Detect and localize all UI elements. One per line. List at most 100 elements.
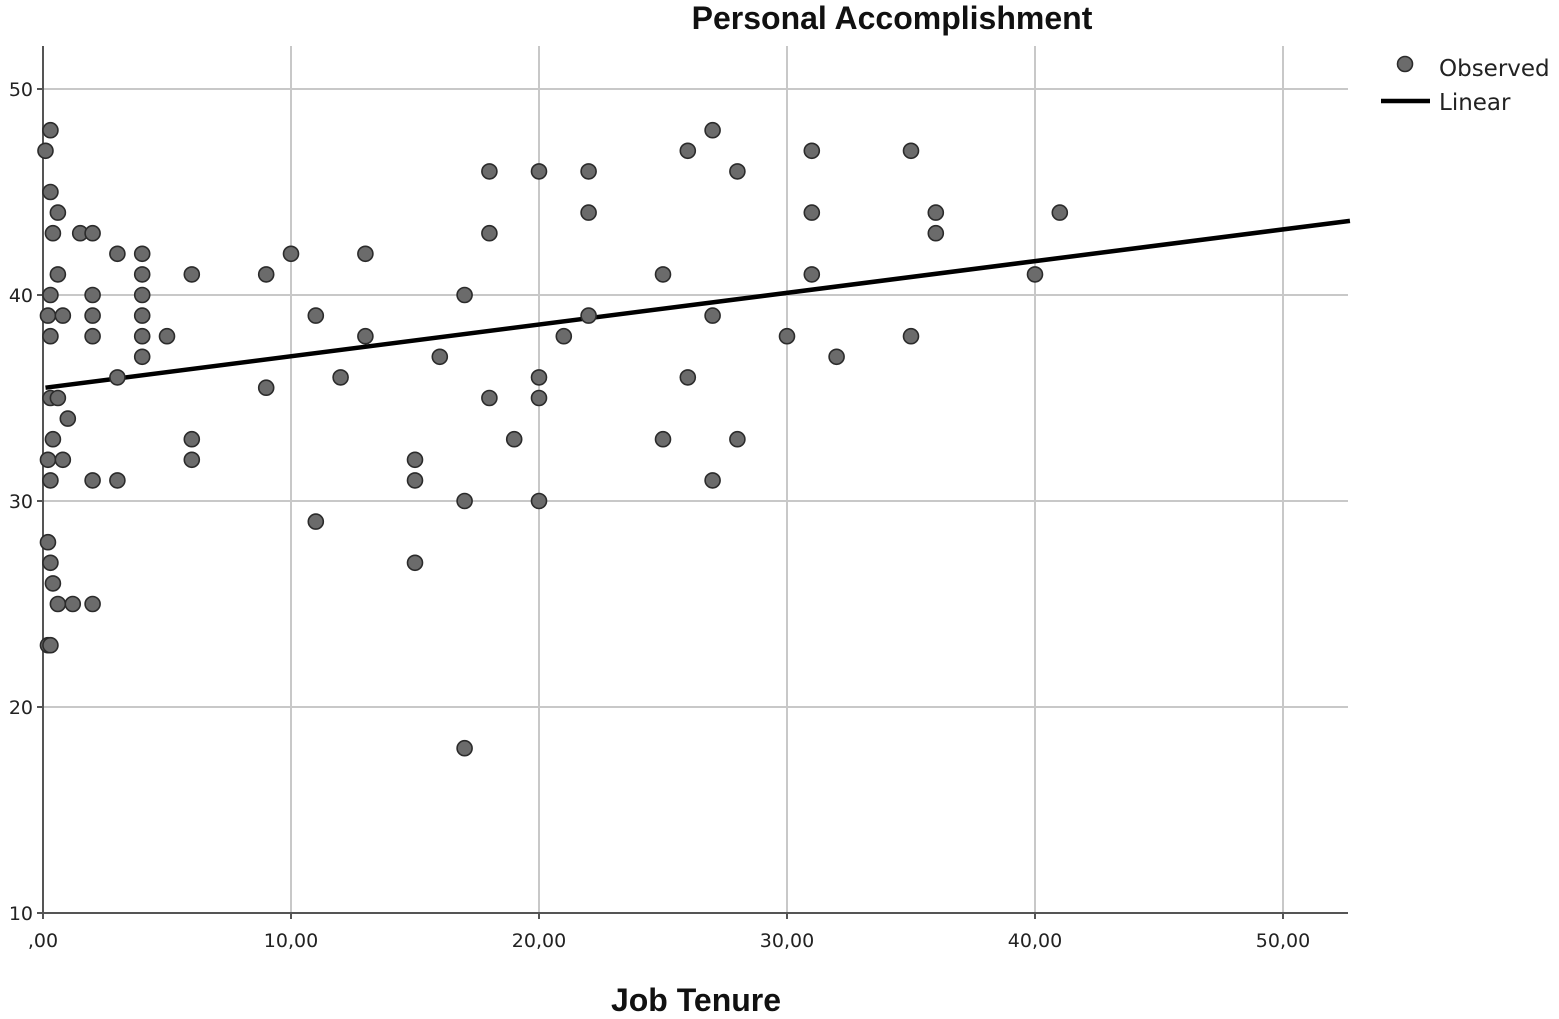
scatter-point [704, 472, 721, 489]
scatter-point [406, 451, 424, 469]
scatter-point [109, 245, 126, 263]
scatter-point [37, 142, 54, 160]
y-tick-label: 10 [9, 903, 33, 925]
scatter-point [456, 492, 473, 510]
scatter-point [183, 451, 201, 469]
scatter-point [49, 595, 67, 613]
legend: Observed Linear [1381, 55, 1550, 116]
scatter-point [729, 163, 746, 180]
scatter-point [729, 430, 746, 448]
scatter-point [133, 245, 151, 263]
scatter-point [109, 472, 126, 489]
scatter-point [42, 121, 59, 139]
scatter-point [39, 533, 57, 551]
scatter-point [133, 266, 151, 283]
scatter-point [183, 430, 201, 448]
scatter-point [257, 379, 275, 397]
scatter-point [42, 636, 59, 654]
scatter-point [49, 204, 67, 221]
scatter-point [64, 595, 82, 613]
y-tick-label: 20 [9, 697, 33, 719]
scatter-point [580, 163, 597, 180]
scatter-point [357, 327, 374, 345]
scatter-point [679, 369, 697, 386]
scatter-point [654, 430, 672, 448]
x-tick-label: 50,00 [1256, 930, 1310, 952]
scatter-point [654, 266, 672, 283]
scatter-point [431, 348, 449, 366]
scatter-point [59, 410, 77, 427]
scatter-point [84, 595, 101, 613]
scatter-point [133, 327, 151, 345]
scatter-point [307, 307, 325, 324]
scatter-point [49, 266, 67, 283]
scatter-point [530, 369, 548, 386]
points-layer [37, 121, 1069, 757]
scatter-point [481, 163, 498, 180]
scatter-point [44, 575, 62, 592]
tick-labels-layer: ,00 10,00 20,00 30,00 40,00 50,00 10 20 30 40 50 [9, 79, 1310, 952]
scatter-point [580, 204, 597, 221]
scatter-point [84, 472, 101, 489]
scatter-point [580, 307, 597, 324]
scatter-point [555, 327, 573, 345]
linear-fit-line [45, 218, 1351, 390]
scatter-point [133, 307, 151, 324]
scatter-point [44, 224, 62, 242]
scatter-point [42, 472, 59, 489]
scatter-point [39, 451, 57, 469]
scatter-point [704, 307, 721, 324]
legend-observed-marker [1396, 55, 1414, 73]
scatter-point [183, 266, 201, 283]
scatter-point [456, 286, 473, 304]
scatter-point [44, 430, 62, 448]
scatter-point [42, 183, 59, 201]
scatter-point [42, 286, 59, 304]
scatter-point [332, 369, 349, 386]
scatter-point [39, 307, 57, 324]
scatter-point [803, 142, 821, 160]
y-tick-label: 50 [9, 79, 33, 101]
scatter-point [84, 327, 101, 345]
scatter-point [902, 142, 920, 160]
scatter-point [109, 369, 126, 386]
scatter-point [357, 245, 374, 263]
scatter-point [84, 224, 101, 242]
legend-observed-label: Observed [1439, 56, 1550, 82]
scatter-point [505, 430, 523, 448]
scatter-point [778, 327, 796, 345]
fit-line-layer [45, 218, 1351, 390]
scatter-point [158, 327, 176, 345]
scatter-point [927, 204, 945, 221]
x-tick-label: 30,00 [760, 930, 814, 952]
scatter-point [84, 307, 101, 324]
scatter-point [456, 739, 473, 757]
scatter-point [133, 286, 151, 304]
x-axis-title: Job Tenure [611, 982, 781, 1018]
scatter-point [42, 327, 59, 345]
scatter-point [902, 327, 920, 345]
grid-layer [43, 46, 1348, 913]
scatter-point [307, 513, 325, 530]
scatter-point [84, 286, 101, 304]
scatter-point [927, 224, 945, 242]
scatter-point [803, 266, 821, 283]
scatter-point [54, 451, 72, 469]
scatter-point [133, 348, 151, 366]
scatter-point [42, 554, 59, 572]
scatter-point [828, 348, 845, 366]
chart-title: Personal Accomplishment [692, 0, 1093, 36]
scatter-point [481, 224, 498, 242]
scatter-point [530, 389, 548, 407]
x-tick-label: ,00 [28, 930, 58, 952]
scatter-point [282, 245, 300, 263]
y-tick-label: 40 [9, 285, 33, 307]
scatter-point [406, 472, 424, 489]
scatter-point [481, 389, 498, 407]
scatter-point [803, 204, 821, 221]
y-tick-label: 30 [9, 491, 33, 513]
scatter-point [257, 266, 275, 283]
scatter-point [530, 492, 548, 510]
legend-linear-label: Linear [1439, 90, 1511, 116]
x-tick-label: 10,00 [264, 930, 318, 952]
